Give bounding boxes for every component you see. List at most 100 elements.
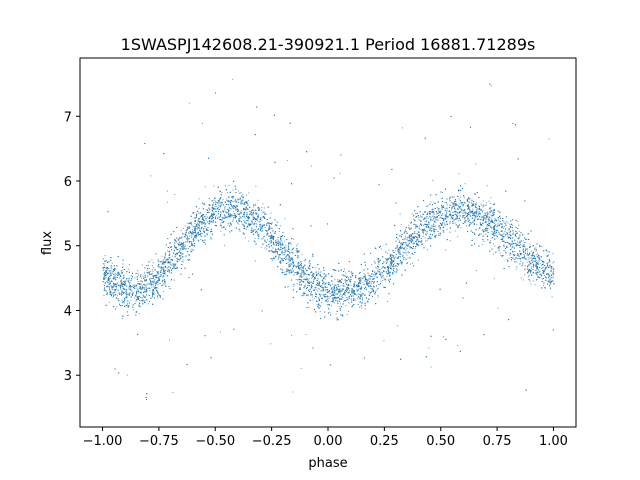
data-point bbox=[261, 207, 263, 209]
data-point bbox=[341, 295, 343, 297]
data-point bbox=[416, 225, 418, 227]
data-point bbox=[373, 273, 375, 275]
data-point bbox=[149, 272, 151, 274]
data-point bbox=[161, 262, 163, 264]
data-point bbox=[192, 230, 194, 232]
data-point bbox=[502, 219, 504, 221]
data-point bbox=[503, 246, 505, 248]
data-point bbox=[109, 279, 111, 281]
data-point bbox=[497, 222, 499, 224]
data-point bbox=[151, 269, 153, 271]
data-point bbox=[115, 288, 117, 290]
data-point bbox=[292, 259, 294, 261]
data-point bbox=[257, 199, 259, 201]
data-point bbox=[548, 276, 550, 278]
data-point bbox=[120, 293, 122, 295]
data-point bbox=[464, 183, 466, 185]
data-point bbox=[486, 225, 488, 227]
data-point bbox=[138, 304, 140, 306]
data-point bbox=[292, 262, 294, 264]
data-point bbox=[383, 270, 385, 272]
data-point bbox=[319, 284, 321, 286]
data-point bbox=[432, 179, 434, 181]
data-point bbox=[482, 235, 484, 237]
data-point bbox=[288, 254, 289, 256]
data-point bbox=[299, 268, 301, 270]
data-point bbox=[364, 308, 366, 310]
data-point bbox=[398, 242, 400, 243]
data-point bbox=[542, 262, 544, 264]
data-point bbox=[332, 283, 334, 285]
data-point bbox=[152, 267, 154, 269]
data-point bbox=[282, 252, 284, 254]
data-point bbox=[405, 235, 407, 237]
data-point bbox=[427, 217, 429, 219]
data-point bbox=[350, 284, 352, 286]
data-point bbox=[186, 234, 188, 236]
data-point bbox=[209, 209, 211, 211]
data-point bbox=[460, 196, 462, 198]
data-point bbox=[339, 285, 341, 287]
data-point bbox=[132, 293, 134, 295]
data-point bbox=[272, 259, 274, 261]
data-point bbox=[397, 256, 399, 258]
data-point bbox=[339, 279, 341, 281]
data-point bbox=[157, 279, 159, 281]
data-point bbox=[518, 224, 520, 226]
data-point bbox=[528, 254, 530, 256]
data-point bbox=[258, 236, 260, 237]
data-point bbox=[303, 273, 305, 275]
data-point bbox=[319, 311, 321, 313]
data-point bbox=[457, 236, 459, 238]
data-point bbox=[246, 201, 248, 203]
data-point bbox=[427, 249, 428, 251]
data-point bbox=[335, 313, 337, 315]
data-point bbox=[393, 271, 395, 273]
data-point bbox=[494, 220, 496, 222]
data-point bbox=[399, 243, 401, 245]
data-point bbox=[443, 222, 445, 224]
data-point bbox=[245, 220, 247, 222]
data-point bbox=[466, 201, 468, 203]
data-point bbox=[517, 221, 519, 223]
data-point bbox=[357, 288, 359, 290]
data-point bbox=[433, 232, 435, 234]
data-point bbox=[220, 225, 222, 227]
data-point bbox=[276, 239, 278, 241]
data-point bbox=[243, 209, 245, 211]
data-point bbox=[305, 283, 307, 285]
data-point bbox=[406, 238, 408, 240]
data-point bbox=[490, 85, 492, 87]
data-point bbox=[459, 214, 461, 216]
data-point bbox=[343, 301, 345, 303]
data-point bbox=[240, 202, 242, 204]
data-point bbox=[375, 290, 377, 292]
data-point bbox=[253, 240, 255, 242]
data-point bbox=[288, 247, 290, 249]
data-point bbox=[291, 264, 293, 266]
data-point bbox=[484, 212, 486, 214]
data-point bbox=[464, 213, 466, 215]
data-point bbox=[408, 236, 410, 238]
data-point bbox=[497, 225, 499, 227]
data-point bbox=[110, 286, 112, 288]
data-point bbox=[297, 243, 299, 245]
data-point bbox=[280, 268, 282, 270]
data-point bbox=[121, 293, 123, 295]
data-point bbox=[182, 261, 184, 263]
data-point bbox=[298, 267, 300, 269]
data-point bbox=[300, 367, 302, 369]
data-point bbox=[231, 195, 233, 197]
data-point bbox=[549, 265, 551, 267]
data-point bbox=[121, 269, 123, 271]
data-point bbox=[443, 217, 445, 219]
data-point bbox=[181, 247, 183, 249]
data-point bbox=[339, 172, 341, 174]
data-point bbox=[254, 260, 256, 262]
data-point bbox=[409, 239, 411, 241]
data-point bbox=[196, 225, 198, 227]
data-point bbox=[339, 307, 341, 309]
data-point bbox=[184, 244, 186, 246]
data-point bbox=[188, 102, 190, 104]
data-point bbox=[252, 213, 254, 215]
